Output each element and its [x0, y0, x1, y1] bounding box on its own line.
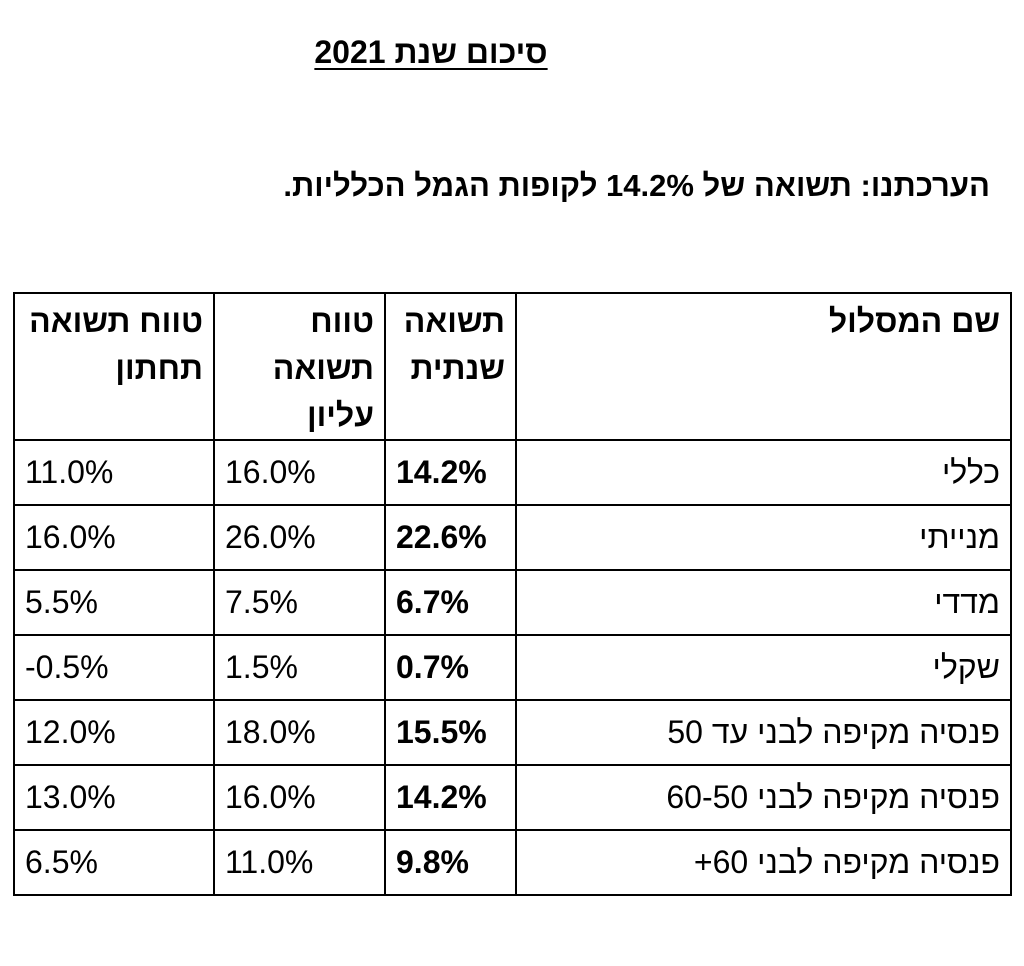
- track-name: כללי: [515, 439, 1012, 506]
- table-row: מדדי 6.7% 7.5% 5.5%: [13, 569, 1012, 636]
- table-row: מנייתי 22.6% 26.0% 16.0%: [13, 504, 1012, 571]
- lower-range: 13.0%: [13, 764, 215, 831]
- page-title: סיכום שנת 2021: [314, 34, 548, 70]
- upper-range: 16.0%: [213, 439, 386, 506]
- table-row: שקלי 0.7% 1.5% -0.5%: [13, 634, 1012, 701]
- annual-return: 14.2%: [384, 439, 517, 506]
- table-header-row: שם המסלול תשואה שנתית טווח תשואה עליון ט…: [13, 292, 1012, 441]
- track-name: פנסיה מקיפה לבני עד 50: [515, 699, 1012, 766]
- annual-return: 0.7%: [384, 634, 517, 701]
- annual-return: 22.6%: [384, 504, 517, 571]
- table-row: כללי 14.2% 16.0% 11.0%: [13, 439, 1012, 506]
- track-name: פנסיה מקיפה לבני 60-50: [515, 764, 1012, 831]
- track-name: שקלי: [515, 634, 1012, 701]
- track-name: מנייתי: [515, 504, 1012, 571]
- upper-range: 7.5%: [213, 569, 386, 636]
- annual-return: 15.5%: [384, 699, 517, 766]
- table-row: פנסיה מקיפה לבני 60-50 14.2% 16.0% 13.0%: [13, 764, 1012, 831]
- lower-range: 11.0%: [13, 439, 215, 506]
- lower-range: 6.5%: [13, 829, 215, 896]
- annual-return: 14.2%: [384, 764, 517, 831]
- estimate-subtitle: הערכתנו: תשואה של 14.2% לקופות הגמל הכלל…: [283, 168, 990, 203]
- header-upper-range: טווח תשואה עליון: [213, 292, 386, 441]
- annual-return: 6.7%: [384, 569, 517, 636]
- annual-return: 9.8%: [384, 829, 517, 896]
- upper-range: 16.0%: [213, 764, 386, 831]
- table-row: פנסיה מקיפה לבני עד 50 15.5% 18.0% 12.0%: [13, 699, 1012, 766]
- lower-range: 5.5%: [13, 569, 215, 636]
- upper-range: 11.0%: [213, 829, 386, 896]
- upper-range: 18.0%: [213, 699, 386, 766]
- lower-range: 16.0%: [13, 504, 215, 571]
- lower-range: 12.0%: [13, 699, 215, 766]
- lower-range: -0.5%: [13, 634, 215, 701]
- upper-range: 26.0%: [213, 504, 386, 571]
- returns-table: שם המסלול תשואה שנתית טווח תשואה עליון ט…: [13, 292, 1012, 896]
- table-row: פנסיה מקיפה לבני 60+ 9.8% 11.0% 6.5%: [13, 829, 1012, 896]
- upper-range: 1.5%: [213, 634, 386, 701]
- header-track-name: שם המסלול: [515, 292, 1012, 441]
- header-lower-range: טווח תשואה תחתון: [13, 292, 215, 441]
- header-annual-return: תשואה שנתית: [384, 292, 517, 441]
- track-name: פנסיה מקיפה לבני 60+: [515, 829, 1012, 896]
- track-name: מדדי: [515, 569, 1012, 636]
